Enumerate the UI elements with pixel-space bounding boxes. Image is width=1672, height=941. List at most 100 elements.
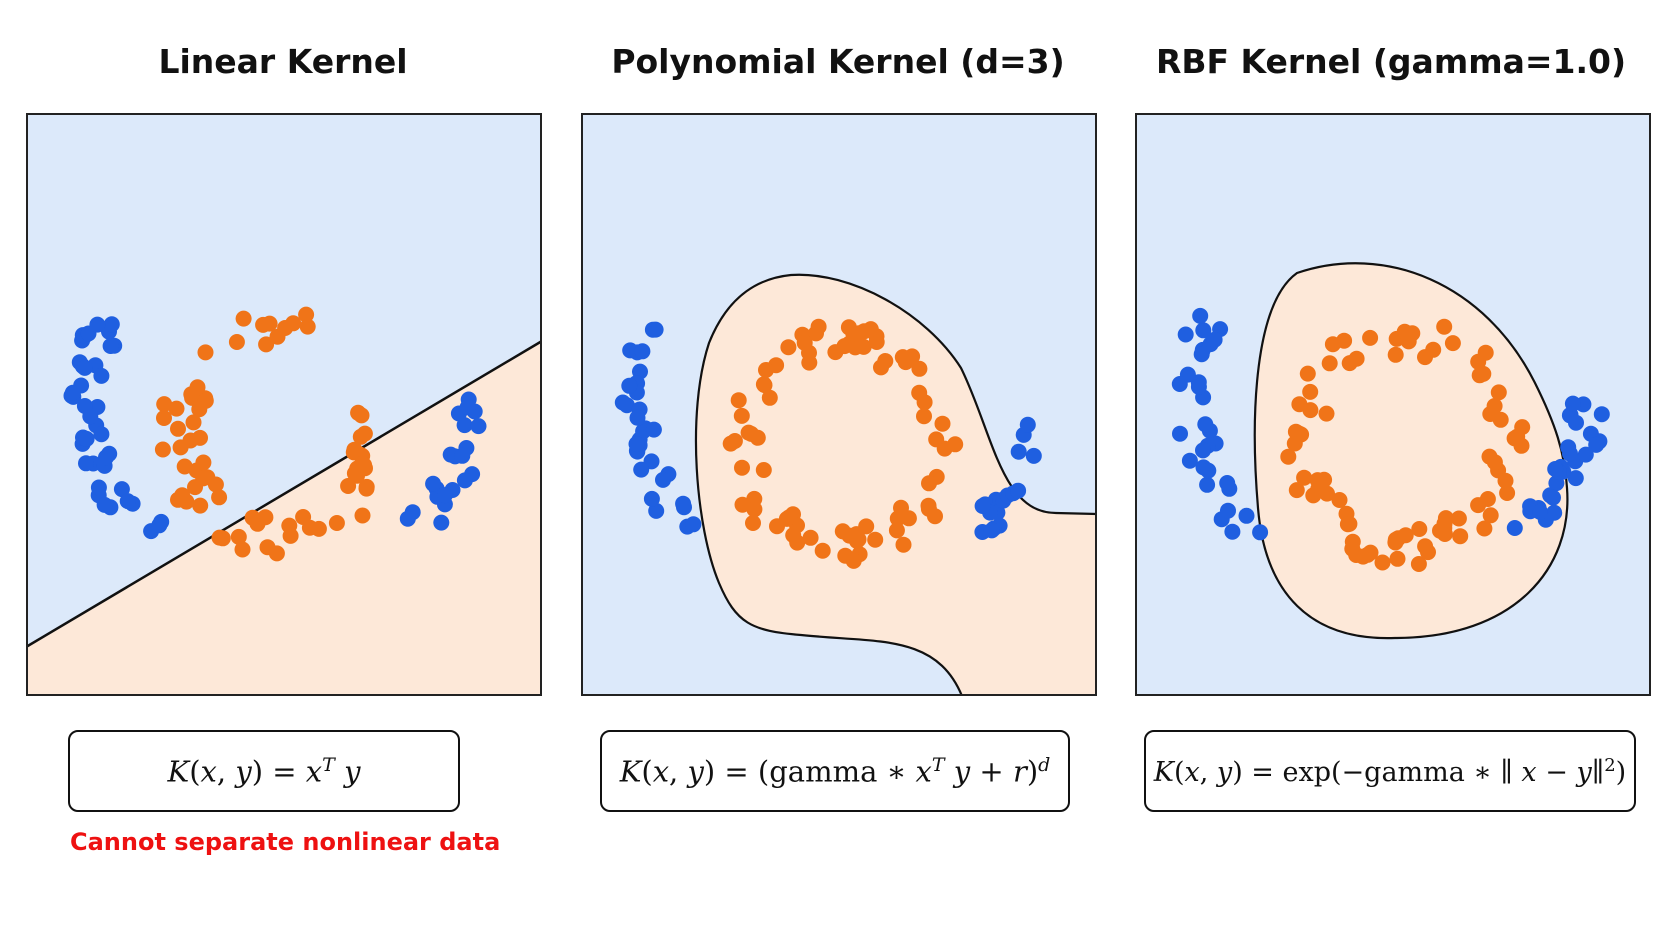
point-inner-class (1417, 538, 1434, 555)
point-inner-class (340, 478, 357, 494)
plot-frame (581, 113, 1097, 696)
point-outer-class (1025, 447, 1042, 464)
point-outer-class (103, 316, 120, 333)
point-outer-class (119, 493, 136, 510)
point-inner-class (761, 389, 778, 406)
point-outer-class (113, 481, 130, 498)
point-inner-class (185, 414, 202, 431)
point-inner-class (298, 306, 315, 323)
formula-linear-text: K(x, y) = xT y (167, 753, 361, 789)
point-inner-class (827, 344, 844, 361)
point-inner-class (358, 478, 375, 495)
point-inner-class (934, 415, 951, 432)
point-outer-class (459, 399, 476, 416)
point-inner-class (1397, 527, 1414, 544)
point-outer-class (78, 430, 95, 447)
point-outer-class (425, 475, 442, 492)
point-inner-class (183, 386, 200, 403)
point-inner-class (730, 392, 747, 409)
point-outer-class (983, 522, 1000, 539)
point-inner-class (1410, 556, 1427, 572)
point-outer-class (1238, 507, 1255, 524)
point-inner-class (328, 515, 345, 531)
point-outer-class (1181, 452, 1198, 469)
point-outer-class (151, 517, 168, 534)
point-outer-class (974, 498, 991, 514)
point-inner-class (1486, 454, 1503, 471)
point-inner-class (1331, 492, 1348, 508)
point-outer-class (1010, 482, 1027, 499)
point-outer-class (1195, 322, 1212, 339)
point-inner-class (1492, 411, 1509, 428)
formula-polynomial: K(x, y) = (gamma ∗ xT y + r)d (600, 730, 1070, 812)
point-outer-class (433, 514, 450, 531)
point-outer-class (1199, 476, 1216, 493)
point-inner-class (755, 462, 772, 478)
point-outer-class (621, 377, 638, 394)
point-inner-class (802, 529, 819, 546)
point-inner-class (851, 325, 867, 342)
point-inner-class (259, 539, 276, 556)
point-inner-class (873, 359, 889, 376)
point-outer-class (1171, 376, 1188, 392)
point-inner-class (192, 429, 208, 446)
point-inner-class (154, 441, 171, 458)
point-inner-class (234, 541, 251, 558)
point-inner-class (176, 458, 193, 475)
point-inner-class (927, 508, 943, 525)
point-inner-class (1475, 365, 1492, 382)
formula-linear: K(x, y) = xT y (68, 730, 460, 812)
point-outer-class (399, 510, 416, 527)
plot-rbf (1135, 113, 1651, 696)
point-outer-class (76, 398, 93, 414)
point-inner-class (780, 339, 797, 356)
point-inner-class (1336, 332, 1353, 349)
point-inner-class (1490, 384, 1507, 401)
point-inner-class (734, 459, 750, 476)
point-outer-class (1172, 425, 1188, 442)
formula-rbf-text: K(x, y) = exp(−gamma ∗ ∥ x − y∥2) (1153, 754, 1627, 788)
panel-title-rbf: RBF Kernel (gamma=1.0) (1155, 42, 1627, 81)
point-inner-class (1509, 428, 1526, 445)
point-outer-class (645, 421, 662, 438)
point-outer-class (470, 418, 487, 435)
point-outer-class (1545, 489, 1561, 506)
point-outer-class (1192, 307, 1209, 324)
point-inner-class (1299, 365, 1316, 382)
point-inner-class (170, 420, 186, 437)
point-inner-class (192, 497, 209, 514)
point-outer-class (655, 471, 671, 488)
point-inner-class (235, 310, 252, 327)
point-inner-class (352, 428, 369, 445)
point-inner-class (755, 376, 772, 393)
plot-rbf-svg (1135, 113, 1651, 696)
point-outer-class (628, 436, 645, 452)
point-inner-class (888, 522, 905, 539)
point-inner-class (156, 396, 173, 413)
point-outer-class (1532, 503, 1548, 520)
point-inner-class (848, 526, 865, 543)
point-inner-class (301, 519, 318, 536)
point-outer-class (1252, 524, 1269, 541)
point-outer-class (614, 394, 631, 411)
point-inner-class (1374, 554, 1391, 571)
point-inner-class (277, 320, 294, 336)
point-outer-class (436, 487, 453, 504)
point-inner-class (1470, 353, 1487, 370)
point-outer-class (96, 496, 113, 513)
point-outer-class (1177, 326, 1194, 343)
point-outer-class (633, 461, 650, 478)
point-inner-class (1436, 526, 1453, 542)
point-outer-class (78, 455, 94, 472)
point-inner-class (758, 362, 774, 378)
plot-polynomial (581, 113, 1097, 696)
point-inner-class (911, 360, 928, 377)
decision-boundary (694, 273, 1097, 696)
point-inner-class (195, 470, 212, 487)
point-inner-class (1482, 507, 1499, 524)
point-outer-class (1588, 436, 1605, 453)
point-inner-class (810, 318, 827, 335)
point-inner-class (740, 424, 757, 441)
point-inner-class (734, 496, 751, 513)
point-inner-class (722, 435, 739, 452)
